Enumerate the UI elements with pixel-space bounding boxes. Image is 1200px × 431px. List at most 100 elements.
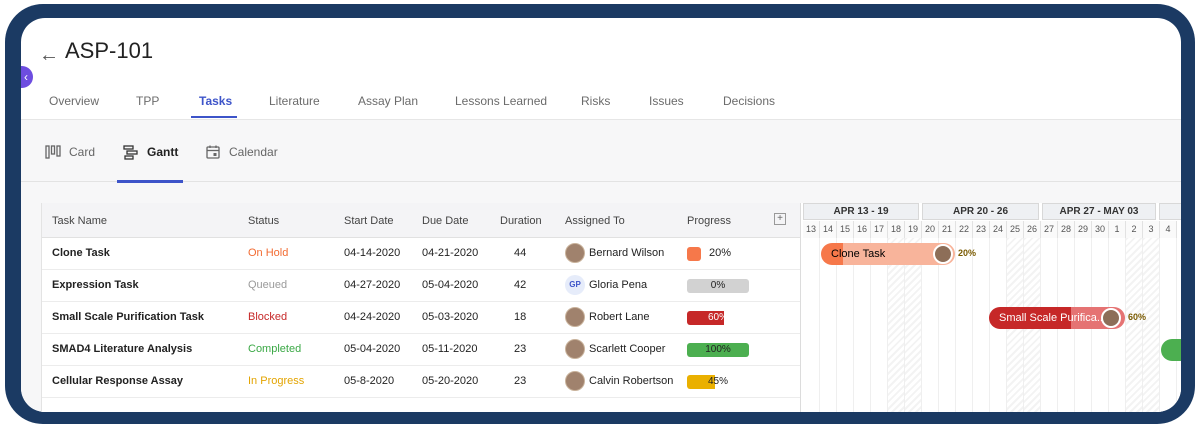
- task-table: Task Name Status Start Date Due Date Dur…: [41, 203, 1181, 412]
- gantt-day-label: 24: [990, 221, 1007, 238]
- due-date: 05-03-2020: [422, 311, 479, 323]
- view-gantt-button[interactable]: Gantt: [123, 144, 178, 160]
- gantt-day-label: 16: [854, 221, 871, 238]
- gantt-day-column: [922, 238, 939, 412]
- progress-bar: 0%: [687, 279, 749, 293]
- gantt-day-label: 18: [888, 221, 905, 238]
- task-name[interactable]: Expression Task: [52, 279, 139, 291]
- progress-bar: 45%: [687, 375, 749, 389]
- progress-text: 20%: [709, 247, 732, 259]
- view-calendar-button[interactable]: Calendar: [205, 144, 278, 160]
- calendar-icon: [206, 145, 220, 159]
- col-progress[interactable]: Progress: [687, 215, 732, 227]
- task-name[interactable]: Clone Task: [52, 247, 110, 259]
- gantt-bar-small-scale-purification[interactable]: Small Scale Purifica...: [989, 307, 1125, 329]
- col-status[interactable]: Status: [248, 215, 280, 227]
- table-row[interactable]: Expression Task Queued 04-27-2020 05-04-202…: [42, 270, 800, 302]
- table-header: Task Name Status Start Date Due Date Dur…: [42, 203, 800, 238]
- tab-tasks[interactable]: Tasks: [199, 94, 233, 108]
- gantt-day-label: 1: [1109, 221, 1126, 238]
- task-name[interactable]: Cellular Response Assay: [52, 375, 184, 387]
- card-view-icon: [45, 145, 61, 159]
- tab-assay-plan[interactable]: Assay Plan: [358, 94, 419, 108]
- gantt-day-label: 17: [871, 221, 888, 238]
- gantt-day-label: 20: [922, 221, 939, 238]
- gantt-day-column: [820, 238, 837, 412]
- status-text: In Progress: [248, 375, 305, 387]
- gantt-day-column: [888, 238, 905, 412]
- col-task-name[interactable]: Task Name: [52, 215, 108, 227]
- gantt-day-label: 15: [837, 221, 854, 238]
- col-duration[interactable]: Duration: [500, 215, 542, 227]
- assignee-name: Bernard Wilson: [589, 247, 665, 259]
- gantt-day-column: [905, 238, 922, 412]
- gantt-view-icon: [123, 145, 138, 160]
- view-calendar-label: Calendar: [229, 145, 278, 159]
- task-name[interactable]: SMAD4 Literature Analysis: [52, 343, 193, 355]
- gantt-bar-percent: 20%: [958, 248, 977, 258]
- tasks-panel: Card Gantt Calendar Task Name Status Sta…: [21, 119, 1181, 412]
- gantt-day-label: 19: [905, 221, 922, 238]
- view-switcher: Card Gantt Calendar: [21, 120, 1181, 183]
- table-row[interactable]: Small Scale Purification Task Blocked 04-2…: [42, 302, 800, 334]
- tab-lessons-learned[interactable]: Lessons Learned: [455, 94, 548, 108]
- gantt-day-label: 30: [1092, 221, 1109, 238]
- gantt-day-column: [837, 238, 854, 412]
- due-date: 04-21-2020: [422, 247, 479, 259]
- start-date: 04-24-2020: [344, 311, 401, 323]
- gantt-day-label: 23: [973, 221, 990, 238]
- gantt-bar-label: Clone Task: [831, 248, 886, 260]
- duration: 23: [514, 343, 527, 355]
- view-card-button[interactable]: Card: [45, 144, 95, 160]
- gantt-day-label: 27: [1041, 221, 1058, 238]
- table-row[interactable]: SMAD4 Literature Analysis Completed 05-04-…: [42, 334, 800, 366]
- avatar: [565, 339, 585, 359]
- gantt-day-column: [939, 238, 956, 412]
- avatar: [565, 307, 585, 327]
- back-arrow-icon[interactable]: ←: [39, 44, 59, 66]
- avatar: GP: [565, 275, 585, 295]
- col-due-date[interactable]: Due Date: [422, 215, 469, 227]
- gantt-bar-smad4[interactable]: [1161, 339, 1181, 361]
- tab-tpp[interactable]: TPP: [136, 94, 160, 108]
- gantt-bar-percent: 60%: [1128, 312, 1147, 322]
- start-date: 04-27-2020: [344, 279, 401, 291]
- gantt-day-label: 21: [939, 221, 956, 238]
- progress-bar: 60%: [687, 311, 749, 325]
- gantt-day-label: 13: [803, 221, 820, 238]
- add-column-button[interactable]: +: [774, 213, 786, 225]
- status-text: Queued: [248, 279, 288, 291]
- assignee-name: Calvin Robertson: [589, 375, 674, 387]
- tab-risks[interactable]: Risks: [581, 94, 611, 108]
- gantt-day-label: 3: [1143, 221, 1160, 238]
- tab-literature[interactable]: Literature: [269, 94, 320, 108]
- start-date: 05-04-2020: [344, 343, 401, 355]
- start-date: 05-8-2020: [344, 375, 395, 387]
- gantt-day-label: 22: [956, 221, 973, 238]
- tab-overview[interactable]: Overview: [49, 94, 100, 108]
- col-assigned-to[interactable]: Assigned To: [565, 215, 625, 227]
- gantt-bar-clone-task[interactable]: Clone Task: [821, 243, 955, 265]
- sidebar-collapse-button[interactable]: ‹: [21, 66, 33, 88]
- start-date: 04-14-2020: [344, 247, 401, 259]
- tab-decisions[interactable]: Decisions: [723, 94, 776, 108]
- active-view-indicator: [117, 180, 183, 183]
- page-title: ASP-101: [65, 38, 154, 63]
- table-row[interactable]: Clone Task On Hold 04-14-2020 04-21-2020 44 B…: [42, 238, 800, 270]
- assignee-name: Gloria Pena: [589, 279, 648, 291]
- avatar: [1101, 308, 1121, 328]
- gantt-day-column: [1143, 238, 1160, 412]
- view-gantt-label: Gantt: [147, 145, 179, 159]
- gantt-day-column: [956, 238, 973, 412]
- tab-issues[interactable]: Issues: [649, 94, 684, 108]
- app-screen: ‹ ← ASP-101 Overview TPP Tasks Literatur…: [21, 18, 1181, 412]
- progress-bar: [687, 247, 701, 261]
- duration: 23: [514, 375, 527, 387]
- gantt-day-column: [854, 238, 871, 412]
- gantt-day-column: [973, 238, 990, 412]
- table-row[interactable]: Cellular Response Assay In Progress 05-8-2…: [42, 366, 800, 398]
- col-start-date[interactable]: Start Date: [344, 215, 394, 227]
- gantt-week-header: [1159, 203, 1181, 220]
- task-name[interactable]: Small Scale Purification Task: [52, 311, 205, 323]
- avatar: [565, 371, 585, 391]
